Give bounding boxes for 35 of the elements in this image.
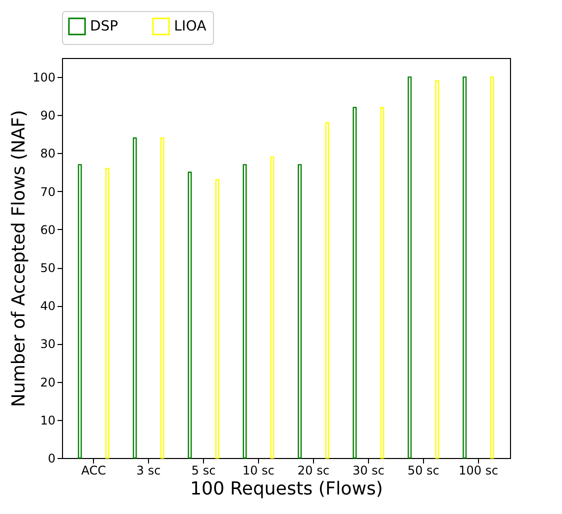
y-tick-label: 10 bbox=[40, 413, 56, 428]
bar bbox=[462, 76, 467, 459]
x-tick-label: 5 sc bbox=[191, 464, 216, 478]
bar bbox=[105, 168, 110, 459]
x-tick-label: 100 sc bbox=[458, 464, 498, 478]
x-tick-label: 20 sc bbox=[298, 464, 330, 478]
bar bbox=[132, 137, 137, 459]
y-tick-label: 20 bbox=[40, 375, 56, 390]
y-tick-label: 70 bbox=[40, 184, 56, 199]
y-axis-title: Number of Accepted Flows (NAF) bbox=[8, 110, 30, 408]
y-tick-label: 80 bbox=[40, 146, 56, 161]
bar bbox=[215, 179, 220, 459]
y-tick-label: 100 bbox=[32, 70, 56, 85]
x-axis-title: 100 Requests (Flows) bbox=[190, 478, 383, 500]
bar bbox=[408, 76, 412, 459]
legend-label: LIOA bbox=[174, 18, 207, 34]
bar bbox=[435, 80, 440, 459]
x-tick-label: 3 sc bbox=[136, 464, 161, 478]
x-tick-label: 30 sc bbox=[352, 464, 384, 478]
bar bbox=[78, 164, 82, 459]
y-tick-label: 50 bbox=[40, 261, 56, 276]
y-tick-label: 30 bbox=[40, 337, 56, 352]
y-tick-label: 0 bbox=[48, 452, 56, 466]
bar bbox=[352, 106, 357, 459]
x-tick-label: 10 sc bbox=[242, 464, 274, 478]
y-tick-label: 60 bbox=[40, 222, 56, 237]
legend-label: DSP bbox=[90, 18, 118, 34]
x-tick-label: 50 sc bbox=[407, 464, 440, 478]
x-tick-label: ACC bbox=[81, 464, 106, 478]
bar bbox=[380, 106, 384, 459]
y-tick-label: 90 bbox=[40, 108, 56, 123]
y-tick-label: 40 bbox=[40, 299, 56, 314]
bar bbox=[490, 76, 494, 459]
bar bbox=[188, 172, 192, 459]
bar bbox=[160, 137, 164, 459]
